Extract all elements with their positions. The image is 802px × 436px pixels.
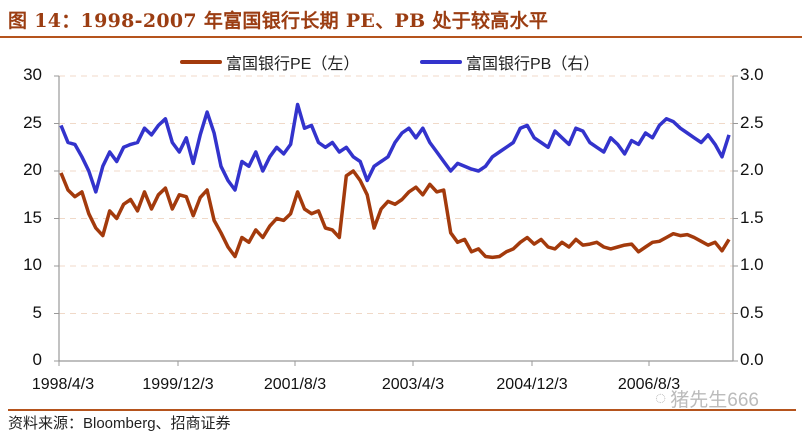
- pb-swatch-icon: [420, 60, 462, 64]
- figure-title-bar: 图 14：1998-2007 年富国银行长期 PE、PB 处于较高水平: [0, 0, 802, 38]
- gridlines: [59, 75, 733, 314]
- y-tick-right: 0.5: [740, 302, 764, 322]
- x-tick-label: 1999/12/3: [142, 376, 214, 393]
- y-tick-right: 2.0: [740, 160, 764, 179]
- source-note: 资料来源：Bloomberg、招商证券: [8, 415, 231, 432]
- legend-item-pe: 富国银行PE（左）: [180, 50, 359, 74]
- pb-series-line: [59, 102, 731, 194]
- legend-label-pe: 富国银行PE（左）: [226, 56, 360, 73]
- x-tick-label: 1998/4/3: [31, 376, 95, 393]
- y-tick-left: 10: [23, 255, 42, 274]
- y-tick-right: 0.0: [740, 350, 764, 369]
- y-tick-left: 30: [23, 65, 42, 84]
- figure-title: 图 14：1998-2007 年富国银行长期 PE、PB 处于较高水平: [8, 10, 549, 32]
- wechat-icon: ◌: [655, 387, 667, 409]
- pe-series-line: [59, 169, 731, 260]
- x-tick-label: 2003/4/3: [381, 376, 445, 393]
- chart-legend: 富国银行PE（左） 富国银行PB（右）: [0, 50, 802, 74]
- x-tick-label: 2004/12/3: [496, 376, 568, 393]
- y-tick-left: 15: [23, 207, 42, 227]
- footer-divider: [8, 409, 796, 411]
- chart-axes: [54, 75, 738, 366]
- legend-label-pb: 富国银行PB（右）: [466, 56, 600, 73]
- legend-item-pb: 富国银行PB（右）: [420, 50, 599, 74]
- y-tick-right: 3.0: [740, 65, 764, 84]
- y-tick-left: 0: [32, 350, 42, 369]
- y-tick-right: 2.5: [740, 112, 764, 132]
- y-tick-left: 20: [23, 160, 42, 179]
- y-tick-right: 1.5: [740, 207, 764, 227]
- watermark: ◌ 猪先生666: [655, 385, 759, 412]
- pe-swatch-icon: [180, 60, 222, 64]
- y-tick-right: 1.0: [740, 255, 764, 274]
- x-tick-label: 2006/8/3: [617, 376, 681, 393]
- x-tick-label: 2001/8/3: [263, 376, 327, 393]
- watermark-text: 猪先生666: [670, 390, 759, 411]
- y-tick-left: 25: [23, 112, 42, 132]
- title-divider: [0, 36, 802, 38]
- y-tick-left: 5: [32, 302, 42, 322]
